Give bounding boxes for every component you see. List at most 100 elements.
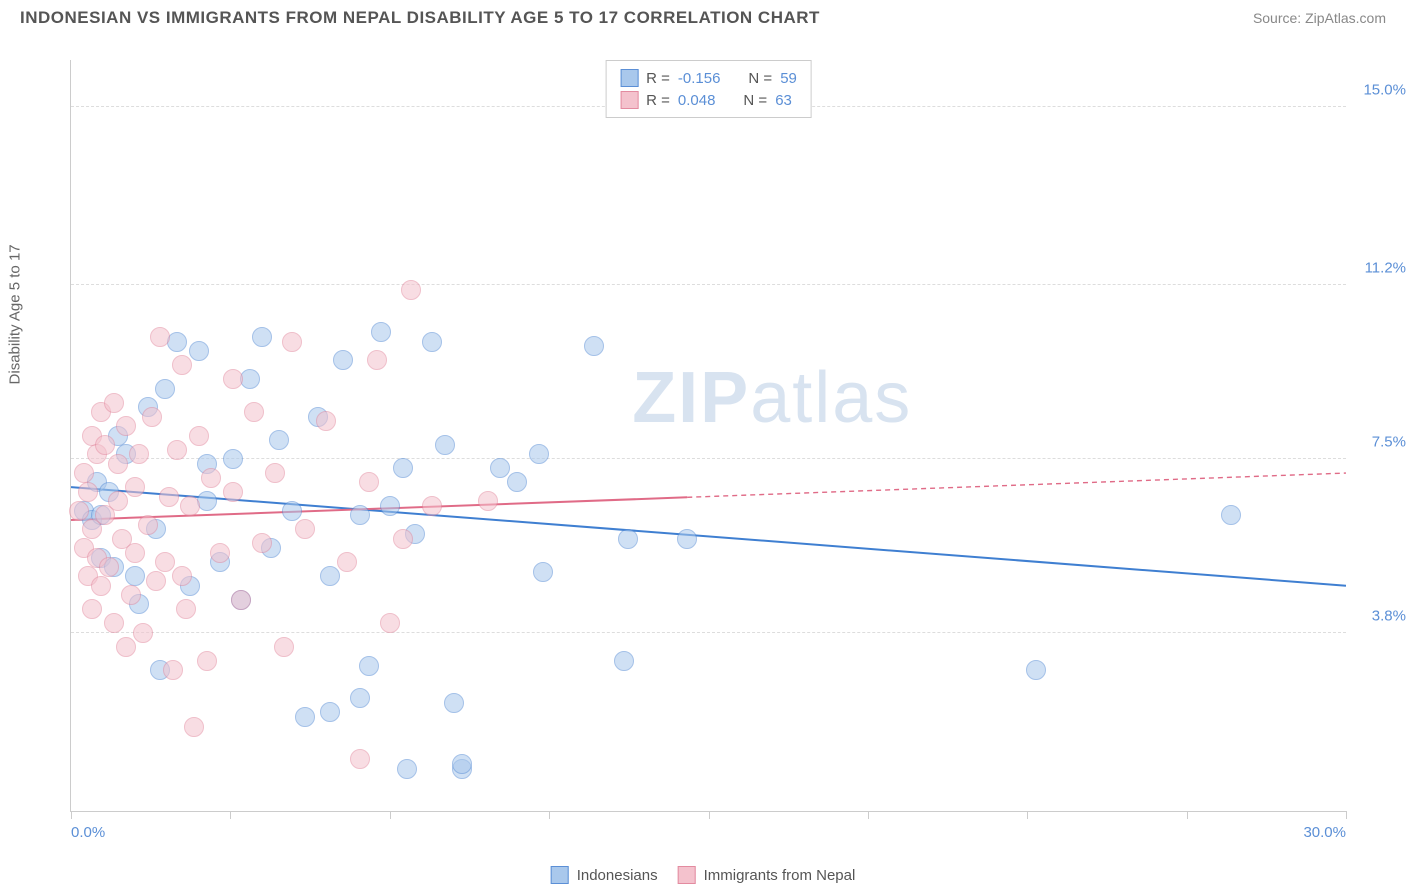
point-nepal bbox=[99, 557, 119, 577]
point-indonesians bbox=[618, 529, 638, 549]
watermark-light: atlas bbox=[750, 358, 912, 438]
point-nepal bbox=[78, 482, 98, 502]
point-nepal bbox=[180, 496, 200, 516]
point-indonesians bbox=[252, 327, 272, 347]
legend-n-prefix: N = bbox=[748, 70, 772, 87]
point-nepal bbox=[121, 585, 141, 605]
point-nepal bbox=[274, 637, 294, 657]
x-axis-min-label: 0.0% bbox=[71, 824, 105, 841]
point-nepal bbox=[129, 444, 149, 464]
gridline bbox=[71, 632, 1346, 633]
point-nepal bbox=[172, 355, 192, 375]
point-indonesians bbox=[320, 702, 340, 722]
point-indonesians bbox=[1026, 660, 1046, 680]
x-tick bbox=[1027, 811, 1028, 819]
y-axis-label: Disability Age 5 to 17 bbox=[7, 244, 24, 384]
point-indonesians bbox=[197, 491, 217, 511]
legend-swatch bbox=[678, 866, 696, 884]
point-indonesians bbox=[350, 688, 370, 708]
point-nepal bbox=[108, 491, 128, 511]
trend-lines bbox=[71, 60, 1346, 811]
point-nepal bbox=[69, 501, 89, 521]
x-tick bbox=[1346, 811, 1347, 819]
point-nepal bbox=[380, 613, 400, 633]
point-nepal bbox=[116, 416, 136, 436]
correlation-legend-row: R =0.048N =63 bbox=[620, 89, 797, 111]
gridline bbox=[71, 284, 1346, 285]
correlation-legend: R =-0.156N =59R =0.048N =63 bbox=[605, 60, 812, 118]
point-nepal bbox=[478, 491, 498, 511]
point-nepal bbox=[91, 576, 111, 596]
x-tick bbox=[1187, 811, 1188, 819]
point-indonesians bbox=[167, 332, 187, 352]
chart-title: INDONESIAN VS IMMIGRANTS FROM NEPAL DISA… bbox=[20, 8, 820, 28]
point-indonesians bbox=[333, 350, 353, 370]
point-nepal bbox=[104, 393, 124, 413]
point-indonesians bbox=[507, 472, 527, 492]
point-nepal bbox=[337, 552, 357, 572]
y-tick-label: 15.0% bbox=[1351, 81, 1406, 98]
legend-r-prefix: R = bbox=[646, 92, 670, 109]
point-indonesians bbox=[223, 449, 243, 469]
point-nepal bbox=[244, 402, 264, 422]
point-nepal bbox=[142, 407, 162, 427]
series-legend-label: Immigrants from Nepal bbox=[704, 867, 856, 884]
point-nepal bbox=[223, 369, 243, 389]
point-nepal bbox=[125, 477, 145, 497]
point-nepal bbox=[95, 435, 115, 455]
point-nepal bbox=[108, 454, 128, 474]
point-indonesians bbox=[435, 435, 455, 455]
point-nepal bbox=[104, 613, 124, 633]
legend-n-prefix: N = bbox=[743, 92, 767, 109]
point-indonesians bbox=[189, 341, 209, 361]
point-nepal bbox=[176, 599, 196, 619]
point-indonesians bbox=[533, 562, 553, 582]
point-nepal bbox=[159, 487, 179, 507]
point-indonesians bbox=[490, 458, 510, 478]
series-legend: Indonesians Immigrants from Nepal bbox=[551, 866, 856, 884]
point-nepal bbox=[265, 463, 285, 483]
y-tick-label: 3.8% bbox=[1351, 607, 1406, 624]
x-tick bbox=[71, 811, 72, 819]
legend-swatch bbox=[620, 69, 638, 87]
point-nepal bbox=[316, 411, 336, 431]
point-nepal bbox=[150, 327, 170, 347]
point-nepal bbox=[138, 515, 158, 535]
legend-swatch bbox=[551, 866, 569, 884]
point-nepal bbox=[359, 472, 379, 492]
gridline bbox=[71, 458, 1346, 459]
source-attribution: Source: ZipAtlas.com bbox=[1253, 10, 1386, 26]
point-nepal bbox=[295, 519, 315, 539]
point-nepal bbox=[125, 543, 145, 563]
point-nepal bbox=[223, 482, 243, 502]
point-indonesians bbox=[397, 759, 417, 779]
point-nepal bbox=[167, 440, 187, 460]
legend-n-value: 59 bbox=[780, 70, 797, 87]
point-indonesians bbox=[422, 332, 442, 352]
y-tick-label: 11.2% bbox=[1351, 260, 1406, 277]
series-legend-label: Indonesians bbox=[577, 867, 658, 884]
point-nepal bbox=[393, 529, 413, 549]
point-indonesians bbox=[371, 322, 391, 342]
point-nepal bbox=[231, 590, 251, 610]
legend-r-value: 0.048 bbox=[678, 92, 716, 109]
x-tick bbox=[549, 811, 550, 819]
correlation-legend-row: R =-0.156N =59 bbox=[620, 67, 797, 89]
chart-container: Disability Age 5 to 17 ZIPatlas R =-0.15… bbox=[20, 40, 1386, 852]
y-tick-label: 7.5% bbox=[1351, 433, 1406, 450]
point-nepal bbox=[401, 280, 421, 300]
point-nepal bbox=[184, 717, 204, 737]
point-nepal bbox=[350, 749, 370, 769]
point-indonesians bbox=[1221, 505, 1241, 525]
point-nepal bbox=[172, 566, 192, 586]
point-nepal bbox=[74, 463, 94, 483]
point-nepal bbox=[367, 350, 387, 370]
point-nepal bbox=[163, 660, 183, 680]
x-tick bbox=[230, 811, 231, 819]
point-indonesians bbox=[393, 458, 413, 478]
point-indonesians bbox=[444, 693, 464, 713]
plot-area: ZIPatlas R =-0.156N =59R =0.048N =63 0.0… bbox=[70, 60, 1346, 812]
point-indonesians bbox=[529, 444, 549, 464]
point-indonesians bbox=[584, 336, 604, 356]
point-nepal bbox=[252, 533, 272, 553]
